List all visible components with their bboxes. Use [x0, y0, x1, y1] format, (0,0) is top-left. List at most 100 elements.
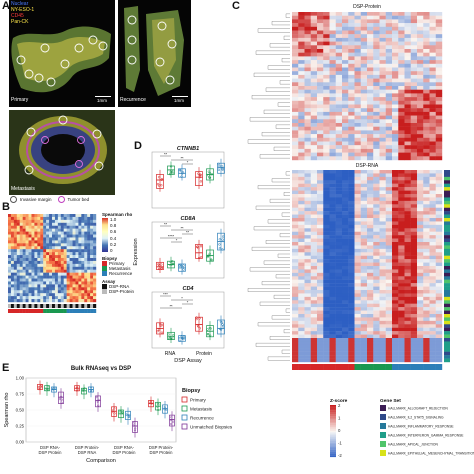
rna-heatmap-cell: [360, 224, 368, 229]
heatmap-cell: [75, 231, 79, 235]
heatmap-cell: [28, 234, 32, 238]
protein-heatmap-cell: [392, 19, 399, 24]
protein-heatmap-cell: [429, 86, 436, 90]
heatmap-cell: [43, 293, 47, 297]
protein-heatmap-cell: [360, 100, 368, 105]
protein-heatmap-cell: [310, 82, 318, 87]
protein-heatmap-cell: [410, 115, 418, 120]
rna-heatmap-cell: [323, 266, 330, 270]
rna-heatmap-cell: [292, 238, 299, 243]
protein-heatmap-cell: [410, 19, 418, 24]
data-point: [195, 317, 198, 321]
rna-heatmap-cell: [317, 296, 324, 301]
protein-heatmap-cell: [392, 37, 399, 42]
rna-heatmap-cell: [329, 187, 336, 191]
legend-cd45: CD45: [11, 13, 24, 19]
heatmap-cell: [63, 272, 67, 276]
dendrogram-branch: [283, 35, 290, 40]
protein-heatmap-cell: [335, 97, 343, 101]
protein-heatmap-cell: [304, 52, 311, 57]
rna-heatmap-cell: [379, 194, 386, 198]
protein-heatmap-cell: [329, 108, 336, 113]
rna-heatmap-cell: [398, 290, 405, 294]
biopsy-annotation-cell: [292, 364, 299, 370]
rna-heatmap-cell: [429, 190, 436, 195]
rna-heatmap-cell: [323, 180, 330, 184]
protein-heatmap-cell: [398, 56, 405, 61]
heatmap-cell: [19, 260, 23, 265]
heatmap-cell: [90, 216, 94, 221]
heatmap-cell: [19, 240, 23, 244]
protein-heatmap-cell: [404, 137, 411, 142]
heatmap-cell: [54, 246, 59, 250]
rna-heatmap-cell: [335, 190, 343, 195]
heatmap-cell: [16, 225, 20, 229]
protein-heatmap-cell: [317, 156, 324, 161]
protein-heatmap-cell: [410, 56, 418, 61]
rna-heatmap-cell: [310, 286, 318, 291]
heatmap-cell: [13, 228, 17, 232]
heatmap-cell: [75, 266, 79, 270]
rna-heatmap-cell: [329, 194, 336, 198]
heatmap-cell: [13, 219, 17, 223]
heatmap-cell: [75, 299, 79, 303]
heatmap-cell: [37, 255, 41, 259]
protein-heatmap-cell: [379, 34, 386, 39]
rna-heatmap-cell: [329, 331, 336, 335]
rna-heatmap-cell: [304, 197, 311, 202]
protein-heatmap-cell: [298, 137, 305, 142]
heatmap-cell: [16, 216, 20, 221]
heatmap-cell: [31, 243, 35, 247]
protein-heatmap-cell: [385, 97, 393, 101]
data-point: [160, 263, 163, 266]
protein-heatmap-cell: [423, 63, 430, 68]
protein-heatmap-cell: [335, 67, 343, 72]
heatmap-cell: [49, 219, 53, 223]
rna-heatmap-cell: [385, 269, 393, 274]
heatmap-cell: [72, 272, 76, 276]
heatmap-cell: [19, 287, 23, 291]
dendrogram-branch: [267, 356, 290, 361]
heatmap-cell: [72, 255, 76, 259]
protein-heatmap-cell: [335, 26, 343, 31]
dendrogram-branch: [269, 336, 290, 340]
x-category-label: DSP RNA: [78, 450, 97, 455]
rna-heatmap-cell: [398, 245, 405, 250]
heatmap-cell: [60, 246, 64, 250]
heatmap-cell: [34, 269, 38, 273]
rna-heatmap-cell: [423, 245, 430, 250]
rna-heatmap-cell: [373, 355, 380, 359]
heatmap-cell: [43, 234, 47, 238]
heatmap-cell: [63, 290, 67, 294]
protein-heatmap-cell: [410, 89, 418, 94]
rna-heatmap-cell: [367, 262, 374, 267]
data-point: [207, 170, 211, 173]
heatmap-cell: [13, 272, 17, 276]
rna-heatmap-cell: [367, 293, 374, 298]
zscore-colorbar-segment: [330, 420, 336, 422]
protein-heatmap-cell: [392, 60, 399, 64]
rna-heatmap-cell: [367, 221, 374, 226]
gene-set-annotation-cell: [444, 197, 450, 202]
rna-heatmap-cell: [292, 245, 299, 250]
rna-heatmap-cell: [367, 207, 374, 212]
rna-heatmap-cell: [310, 224, 318, 229]
rna-heatmap-cell: [304, 183, 311, 188]
data-point: [168, 172, 172, 176]
rna-heatmap-cell: [392, 317, 399, 322]
protein-heatmap-cell: [342, 56, 349, 61]
protein-heatmap-cell: [329, 141, 336, 146]
heatmap-cell: [60, 281, 64, 285]
protein-heatmap-cell: [398, 63, 405, 68]
heatmap-cell: [22, 290, 26, 294]
rna-heatmap-cell: [429, 183, 436, 188]
rna-heatmap-cell: [354, 310, 361, 315]
rna-heatmap-cell: [417, 214, 424, 219]
heatmap-cell: [46, 266, 50, 270]
rna-heatmap-cell: [304, 290, 311, 294]
protein-heatmap-cell: [417, 86, 424, 90]
rna-heatmap-cell: [435, 204, 443, 208]
heatmap-cell: [52, 299, 56, 303]
protein-heatmap-cell: [385, 30, 393, 35]
protein-heatmap-cell: [342, 86, 349, 90]
